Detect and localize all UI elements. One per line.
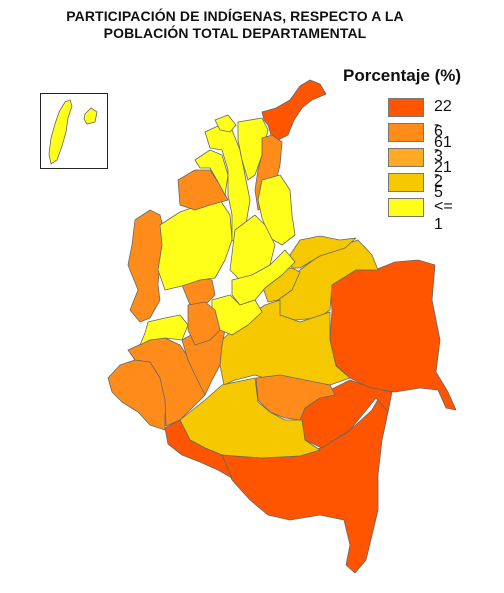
region-guainia — [329, 259, 457, 411]
legend-label: 2 — [434, 173, 443, 190]
region-atlantico — [214, 114, 237, 133]
region-arauca — [289, 235, 357, 269]
region-tolima — [187, 301, 221, 346]
region-antioquia — [157, 199, 233, 291]
region-magdalena — [237, 117, 269, 181]
san-andres-islands — [48, 99, 98, 165]
san-andres-inset — [40, 93, 108, 169]
region-meta — [219, 299, 351, 391]
region-norte-santander — [257, 174, 296, 246]
legend-label: 3 - 5 — [434, 148, 443, 201]
region-cordoba — [177, 169, 229, 211]
legend-swatch — [388, 173, 424, 192]
legend-label: <= 1 — [434, 198, 453, 233]
region-valle — [139, 314, 189, 346]
map-title-line-2: POBLACIÓN TOTAL DEPARTAMENTAL — [103, 25, 367, 41]
san-andres-island — [48, 99, 73, 165]
region-la-guajira — [261, 79, 327, 141]
region-putumayo — [164, 419, 233, 479]
region-sucre — [194, 149, 229, 196]
legend-swatch — [388, 148, 424, 167]
legend-swatch — [388, 198, 424, 217]
providencia-island — [83, 107, 98, 125]
region-cauca — [127, 337, 206, 427]
legend-swatch — [388, 98, 424, 117]
legend-title: Porcentaje (%) — [343, 66, 462, 85]
region-choco — [127, 209, 166, 323]
legend-label: 22 - 61 — [434, 98, 452, 151]
legend-swatch — [388, 123, 424, 142]
map-title-line-1: PARTICIPACIÓN DE INDÍGENAS, RESPECTO A L… — [66, 8, 404, 24]
legend-label: 6 - 21 — [434, 123, 452, 176]
region-boyaca — [231, 249, 296, 306]
